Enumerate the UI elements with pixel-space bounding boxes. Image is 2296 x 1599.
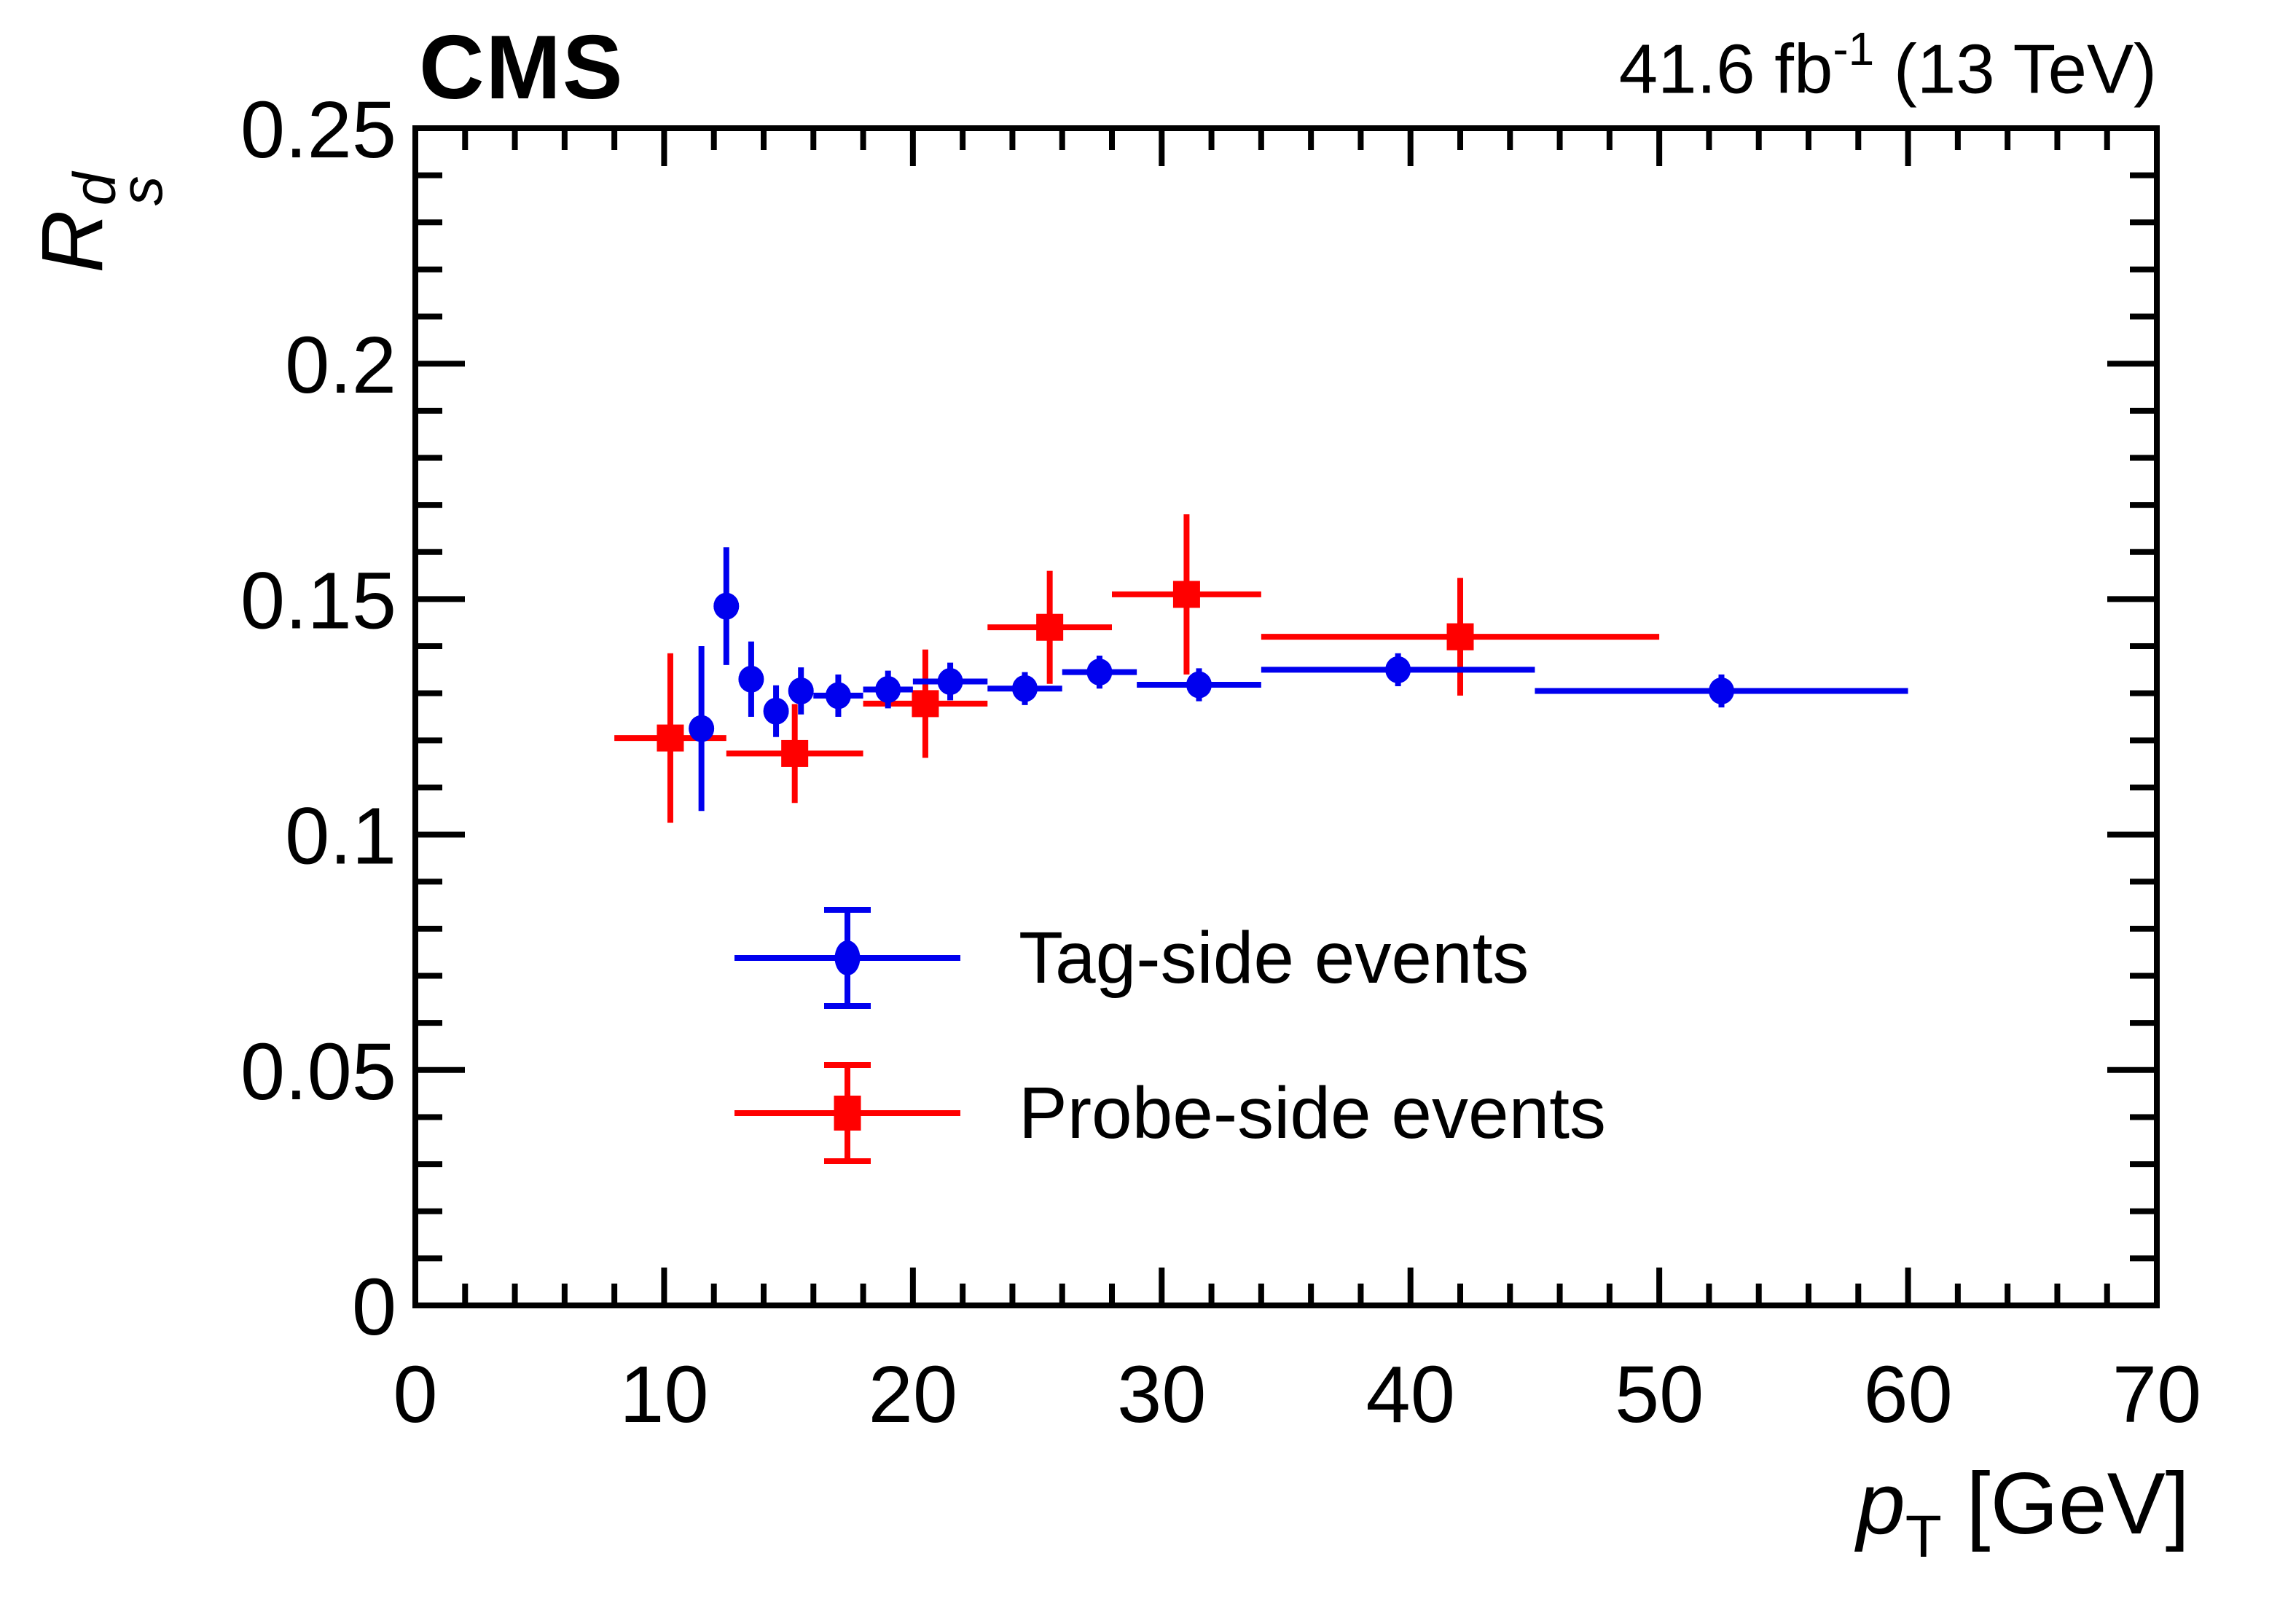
probe-side-point-marker [1036,613,1064,641]
x-axis-tick-label: 40 [1366,1350,1455,1439]
y-axis-tick-label: 0.1 [285,792,396,881]
tag-side-point-marker [825,682,851,710]
tag-side-point-marker [738,665,764,693]
y-axis-tick-label: 0.05 [240,1027,396,1117]
x-title-subscript: T [1905,1503,1942,1570]
legend-sample-probe-side-marker [834,1096,861,1131]
tag-side-point-marker [788,677,814,704]
y-axis-tick-label: 0.15 [240,556,396,645]
tag-side-point-marker [1186,671,1212,699]
x-axis-tick-label: 20 [869,1350,957,1439]
luminosity-label: 41.6 fb-1 (13 TeV) [1619,22,2157,109]
legend-sample-tag-side-marker [834,940,861,975]
y-axis-tick-label: 0.25 [240,85,396,175]
tag-side-point-marker [689,715,715,742]
tag-side-point-marker [875,676,901,704]
tag-side-point-marker [1086,659,1113,686]
x-axis-tick-label: 60 [1863,1350,1952,1439]
y-title-symbol: R [23,210,121,273]
probe-side-point-marker [657,724,684,752]
tag-side-point-marker [1012,675,1038,702]
x-axis-title: pT [GeV] [1857,1453,2190,1571]
tag-side-point-marker [937,668,963,696]
lumi-energy: (13 TeV) [1874,30,2157,109]
probe-side-point-marker [781,739,809,767]
y-axis-tick-label: 0 [352,1262,396,1352]
x-axis-tick-label: 0 [393,1350,437,1439]
y-title-subscript: s [108,176,175,206]
x-title-symbol: p [1857,1455,1905,1552]
x-axis-tick-label: 70 [2112,1350,2201,1439]
x-axis-tick-label: 50 [1615,1350,1704,1439]
tag-side-point-marker [1385,656,1411,683]
probe-side-point-marker [1172,581,1200,608]
cms-label: CMS [419,17,624,118]
x-axis-tick-label: 30 [1117,1350,1206,1439]
probe-side-point-marker [912,690,939,718]
x-axis-tick-label: 10 [619,1350,708,1439]
lumi-value: 41.6 fb [1618,30,1833,109]
tag-side-point-marker [763,697,789,725]
legend-label-probe-side: Probe-side events [1019,1072,1607,1154]
tag-side-point-marker [713,592,740,620]
x-title-units: [GeV] [1941,1455,2190,1552]
lumi-exponent: -1 [1833,23,1875,75]
plot-frame [412,125,2160,1308]
legend-label-tag-side: Tag-side events [1019,917,1529,999]
tag-side-point-marker [1709,677,1734,704]
probe-side-point-marker [1446,623,1474,651]
y-axis-tick-label: 0.2 [285,321,396,410]
